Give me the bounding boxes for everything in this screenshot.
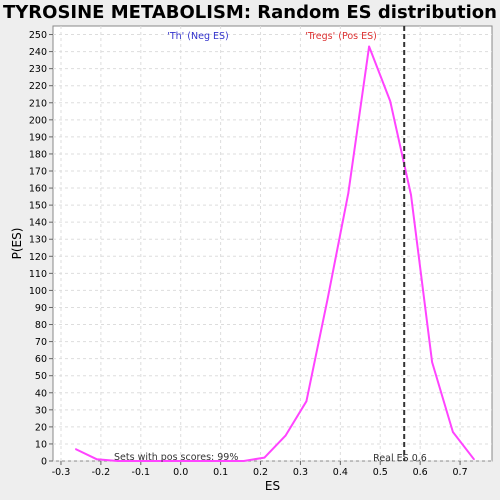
real-es-label: Real ES 0.6	[373, 453, 427, 464]
series-point	[116, 460, 119, 462]
y-tick-label: 100	[29, 286, 47, 297]
series-point	[410, 194, 412, 196]
x-tick-label: 0.3	[293, 467, 308, 478]
y-tick-label: 110	[29, 269, 47, 280]
pos-score-note: Sets with pos scores: 99%	[114, 452, 238, 463]
neg-es-label: 'Th' (Neg ES)	[167, 31, 229, 42]
y-tick-label: 230	[29, 64, 47, 75]
x-tick-label: 0.4	[333, 467, 348, 478]
series-point	[179, 460, 182, 462]
y-axis-title: P(ES)	[10, 228, 24, 260]
x-tick-label: -0.2	[92, 467, 111, 478]
series-point	[473, 458, 475, 461]
series-point	[201, 460, 203, 462]
y-tick-label: 170	[29, 167, 47, 178]
y-tick-label: 250	[29, 30, 47, 41]
y-tick-label: 200	[29, 115, 47, 126]
series-point	[96, 458, 98, 461]
series-point	[326, 298, 329, 300]
y-tick-label: 140	[29, 218, 47, 229]
plot-area	[52, 25, 493, 462]
y-tick-label: 160	[29, 184, 47, 195]
y-tick-label: 60	[35, 354, 47, 365]
y-tick-label: 180	[29, 149, 47, 160]
y-tick-label: 0	[41, 457, 47, 468]
y-axis: 0 10 20 30 40 50 60 70 80 90 100 110 120 130 140 150 160…	[29, 30, 53, 468]
series-group	[74, 45, 475, 462]
es-series-line	[75, 45, 475, 462]
series-point	[368, 45, 370, 48]
y-tick-label: 80	[35, 320, 47, 331]
y-tick-label: 240	[29, 47, 47, 58]
series-point	[263, 456, 266, 459]
series-point	[221, 460, 224, 462]
pos-es-label: 'Tregs' (Pos ES)	[305, 31, 377, 42]
x-tick-label: 0.5	[373, 467, 388, 478]
y-tick-label: 20	[35, 422, 47, 433]
y-tick-label: 190	[29, 132, 47, 143]
series-point	[74, 448, 77, 450]
series-point	[452, 431, 454, 433]
series-point	[431, 361, 433, 363]
x-tick-label: -0.3	[52, 467, 71, 478]
chart-title: TYROSINE METABOLISM: Random ES distribut…	[3, 2, 497, 23]
y-tick-label: 220	[29, 81, 47, 92]
y-tick-label: 150	[29, 201, 47, 212]
y-tick-label: 50	[35, 371, 47, 382]
y-tick-label: 120	[29, 252, 47, 263]
series-point	[284, 434, 287, 437]
series-point	[158, 460, 161, 462]
gridlines	[53, 26, 492, 462]
y-tick-label: 10	[35, 439, 47, 450]
x-tick-label: 0.7	[453, 467, 468, 478]
x-axis-title: ES	[265, 479, 280, 493]
series-point	[138, 460, 140, 462]
y-tick-label: 210	[29, 98, 47, 109]
y-tick-label: 40	[35, 388, 47, 399]
series-point	[347, 192, 350, 194]
series-point	[242, 460, 245, 462]
y-tick-label: 130	[29, 235, 47, 246]
x-tick-label: 0.1	[213, 467, 228, 478]
y-tick-label: 70	[35, 337, 47, 348]
x-tick-label: 0.2	[253, 467, 268, 478]
x-tick-label: -0.1	[132, 467, 151, 478]
y-tick-label: 90	[35, 303, 47, 314]
y-tick-label: 30	[35, 405, 47, 416]
series-point	[305, 400, 308, 403]
x-tick-label: 0.6	[413, 467, 428, 478]
x-tick-label: 0.0	[173, 467, 188, 478]
series-point	[389, 100, 392, 102]
